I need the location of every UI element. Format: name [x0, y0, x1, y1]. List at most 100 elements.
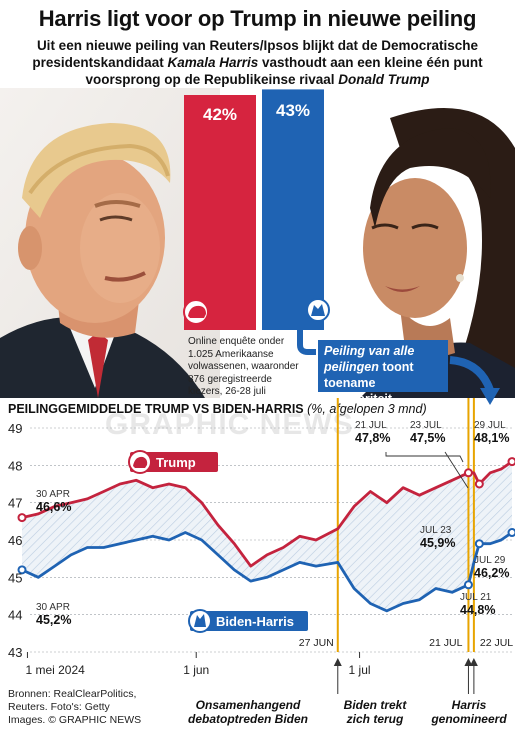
annotation-connector	[444, 451, 469, 489]
chart-title-main: PEILINGGEMIDDELDE TRUMP VS BIDEN-HARRIS	[8, 402, 308, 416]
connector-arrow	[297, 318, 316, 355]
y-tick-label: 48	[8, 458, 22, 473]
annotation-value: 47,8%	[355, 431, 390, 445]
event-withdraw-line-2: zich terug	[346, 712, 404, 726]
trump-start-point	[17, 513, 27, 523]
legend-box	[190, 611, 308, 631]
trump-poll-value: 42%	[202, 105, 238, 124]
legend-icon-shape	[133, 456, 148, 468]
annotation-date: 21 JUL	[355, 420, 387, 431]
y-tick-label: 46	[8, 533, 22, 548]
annotation-date: JUL 23	[420, 525, 452, 536]
subtitle-line-3a: voorsprong op de Republikeinse rivaal	[85, 72, 339, 87]
subtitle-line-2b: vasthoudt aan een kleine één punt	[258, 55, 483, 70]
subtitle-trump-name: Donald Trump	[338, 72, 430, 87]
event-debate-line-1: Onsamenhangend	[195, 698, 301, 712]
harris-poll-value: 43%	[275, 101, 311, 120]
callout-line-c: toont toename populariteit	[324, 360, 414, 406]
legend-box	[130, 452, 218, 472]
annotation-date: 23 JUL	[410, 420, 442, 431]
trump-jul21-point	[463, 468, 473, 478]
sources-line-3: Images. © GRAPHIC NEWS	[8, 714, 142, 726]
event-withdraw: Biden trekt zich terug	[334, 698, 416, 726]
event-pointer-head	[333, 658, 342, 666]
annotation-value: 46,2%	[474, 566, 509, 580]
annotation-value: 45,9%	[420, 536, 455, 550]
elephant-icon-shape	[188, 305, 206, 318]
x-tick-label: 1 jun	[183, 663, 209, 677]
sources-line-1: Bronnen: RealClearPolitics,	[8, 688, 137, 700]
trump-jul29-point	[507, 457, 515, 467]
y-axis-ticks: 43 44 45 46 47 48 49	[8, 421, 22, 660]
y-tick-label: 49	[8, 421, 22, 436]
biden-start-point	[17, 565, 27, 575]
event-pointer-head	[469, 658, 478, 666]
legend-icon-shape	[194, 614, 206, 627]
sources: Bronnen: RealClearPolitics, Reuters. Fot…	[8, 688, 141, 727]
callout-line-a: Peiling van alle	[324, 344, 415, 358]
polls-callout: Peiling van alle peilingen toont toename…	[318, 340, 448, 406]
gap-band	[22, 461, 512, 611]
annotation-value: 45,2%	[36, 613, 71, 627]
subtitle: Uit een nieuwe peiling van Reuters/Ipsos…	[20, 37, 495, 88]
annotation-value: 47,5%	[410, 431, 445, 445]
trump-poll-bar	[184, 95, 256, 330]
event-pointer-head	[464, 658, 473, 666]
chart-legend: Trump Biden-Harris	[128, 450, 308, 633]
annotation-date: JUL 21	[460, 592, 492, 603]
event-debate-line-2: debatoptreden Biden	[187, 712, 308, 726]
subtitle-harris-name: Kamala Harris	[167, 55, 259, 70]
trump-jul23-point	[474, 479, 484, 489]
series-line-trump	[21, 460, 513, 568]
x-axis-ticks: 1 mei 2024 1 jun 1 jul	[25, 652, 371, 677]
harris-jul23-point	[474, 539, 484, 549]
event-date-label: 21 JUL	[429, 637, 462, 649]
event-nominee-line-2: genomineerd	[431, 712, 507, 726]
harris-jul21-point	[463, 580, 473, 590]
page-title: Harris ligt voor op Trump in nieuwe peil…	[38, 6, 477, 31]
annotation-date: 30 APR	[36, 602, 70, 613]
subtitle-line-1: Uit een nieuwe peiling van Reuters/Ipsos…	[36, 38, 479, 53]
callout-arrow-head	[480, 388, 500, 405]
callout-line-b: peilingen	[324, 360, 379, 374]
y-tick-label: 43	[8, 645, 22, 660]
event-date-label: 27 JUN	[299, 637, 334, 649]
event-debate: Onsamenhangend debatoptreden Biden	[168, 698, 328, 726]
event-date-label: 22 JUL	[480, 637, 513, 649]
legend-label: Trump	[156, 455, 196, 470]
gap-area	[22, 461, 512, 611]
donkey-icon-shape	[311, 304, 325, 316]
event-lines: 27 JUN 21 JUL 22 JUL	[299, 398, 513, 694]
harris-photo	[330, 88, 515, 398]
event-nominee-line-1: Harris	[451, 698, 487, 712]
poll-methodology: Online enquête onder 1.025 Amerikaanse v…	[188, 336, 299, 397]
y-tick-label: 44	[8, 608, 22, 623]
annotation-value: 44,8%	[460, 603, 495, 617]
series-lines	[17, 457, 515, 613]
harris-poll-bar	[262, 89, 324, 331]
trump-photo	[0, 88, 220, 398]
annotation-value: 46,6%	[36, 500, 71, 514]
harris-jul29-point	[507, 528, 515, 538]
x-tick-label: 1 mei 2024	[25, 663, 85, 677]
legend-label: Biden-Harris	[216, 614, 294, 629]
annotation-value: 48,1%	[474, 431, 509, 445]
annotation-date: 29 JUL	[474, 420, 506, 431]
y-tick-label: 47	[8, 496, 22, 511]
annotation-connector	[385, 452, 464, 463]
sources-line-2: Reuters. Foto's: Getty	[8, 701, 110, 713]
event-nominee: Harris genomineerd	[426, 698, 512, 726]
series-line-biden-harris	[21, 531, 513, 613]
y-tick-label: 45	[8, 570, 22, 585]
x-tick-label: 1 jul	[349, 663, 371, 677]
callout-arrow	[449, 356, 494, 392]
subtitle-line-2a: presidentskandidaat	[32, 55, 168, 70]
event-withdraw-line-1: Biden trekt	[343, 698, 407, 712]
annotation-date: 30 APR	[36, 489, 70, 500]
watermark: GRAPHIC NEWS	[105, 408, 354, 441]
annotation-date: JUL 29	[474, 555, 506, 566]
